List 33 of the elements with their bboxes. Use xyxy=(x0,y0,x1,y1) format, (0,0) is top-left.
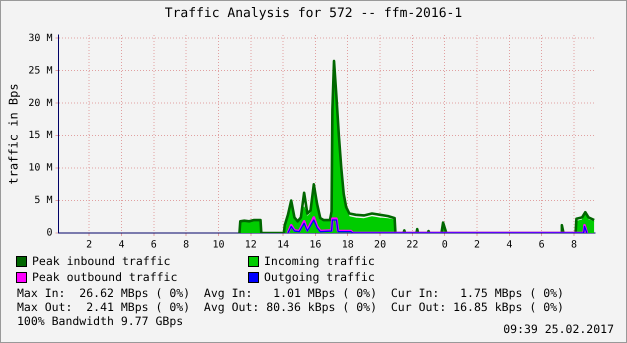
x-tick-label: 22 xyxy=(406,240,418,251)
text: Max In: 26.62 MBps ( 0%) Avg In: 1.01 MBps ( 0%) Cur In: 1.75 MBps ( 0%) xyxy=(17,286,565,300)
chart-title: Traffic Analysis for 572 -- ffm-2016-1 xyxy=(164,5,464,23)
x-tick-label: 18 xyxy=(342,240,354,251)
x-tick-label: 6 xyxy=(538,240,545,251)
x-tick-label: 20 xyxy=(374,240,386,251)
x-tick-label: 10 xyxy=(212,240,224,251)
y-tick-label: 0 xyxy=(46,228,52,239)
x-tick-label: 4 xyxy=(118,240,125,251)
x-tick-label: 2 xyxy=(86,240,92,251)
legend-label: Peak outbound traffic xyxy=(32,270,178,284)
y-tick-label: 15 M xyxy=(28,130,52,142)
text: 09:39 25.02.2017 xyxy=(503,322,614,336)
y-tick-label: 5 M xyxy=(34,195,52,206)
y-axis-title: traffic in Bps xyxy=(6,83,20,185)
x-tick-label: 16 xyxy=(309,240,322,251)
text: Max Out: 2.41 MBps ( 0%) Avg Out: 80.36 kBps ( 0%) Cur Out: 16.85 kBps ( 0%) xyxy=(17,300,565,314)
x-tick-label: 8 xyxy=(183,240,190,251)
x-tick-label: 8 xyxy=(570,240,578,251)
y-tick-label: 20 M xyxy=(28,98,52,109)
x-tick-label: 12 xyxy=(244,240,257,251)
x-tick-label: 6 xyxy=(150,240,157,251)
x-tick-label: 4 xyxy=(506,240,512,251)
legend-label: Incoming traffic xyxy=(264,254,375,268)
text: 100% Bandwidth 9.77 GBps xyxy=(17,314,184,328)
x-tick-label: 2 xyxy=(474,240,480,251)
legend-label: Outgoing traffic xyxy=(264,270,375,284)
y-tick-label: 30 M xyxy=(28,32,52,44)
x-tick-label: 14 xyxy=(277,240,290,251)
y-tick-label: 25 M xyxy=(28,65,52,76)
y-tick-label: 10 M xyxy=(28,162,52,174)
x-tick-label: 0 xyxy=(442,240,448,251)
legend-label: Peak inbound traffic xyxy=(32,254,170,268)
